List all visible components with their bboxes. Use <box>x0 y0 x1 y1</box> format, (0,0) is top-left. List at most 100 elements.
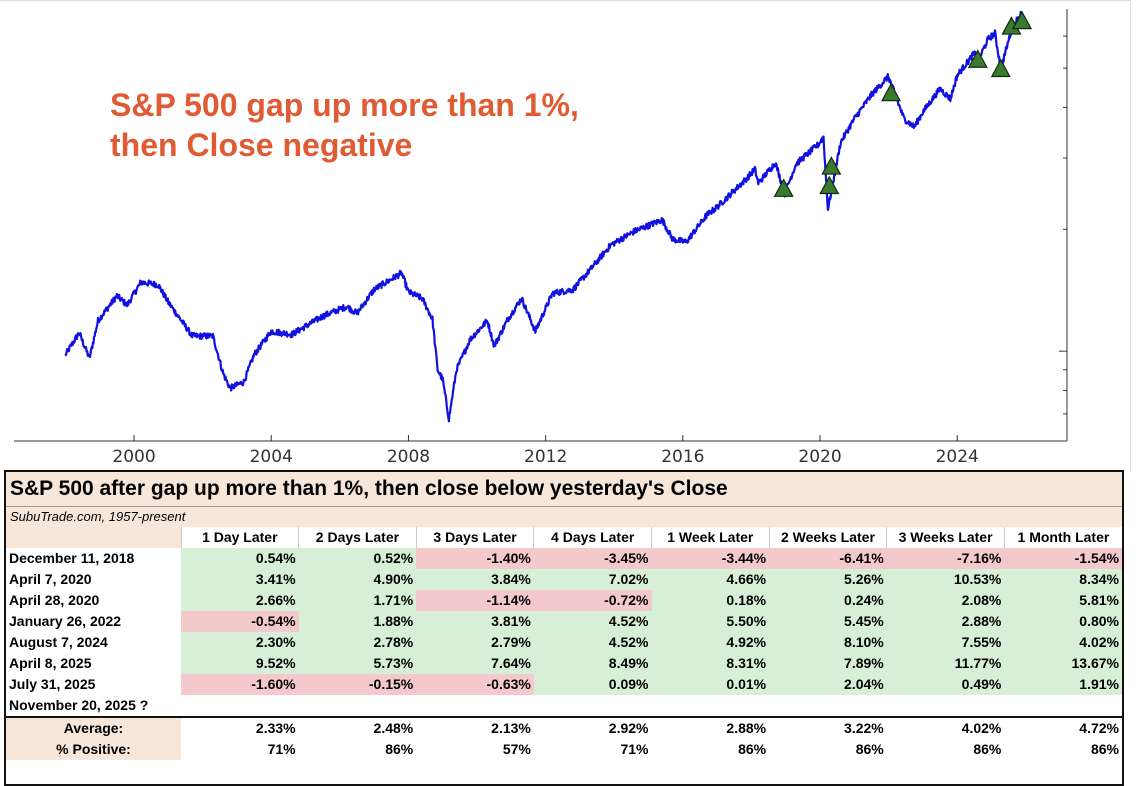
average-row-value: 2.13% <box>416 716 534 739</box>
table-row: August 7, 2024 2.30% 2.78% 2.79% 4.52% 4.92% 8… <box>6 632 1122 653</box>
table-cell: 8.31% <box>651 653 770 674</box>
table-cell: 1.71% <box>298 590 417 611</box>
table-cell: 8.10% <box>769 632 887 653</box>
x-tick-label: 2000 <box>112 447 155 467</box>
table-cell: -7.16% <box>886 548 1005 569</box>
table-cell: -1.14% <box>416 590 534 611</box>
table-cell <box>1004 695 1122 717</box>
average-row-value: 2.92% <box>533 716 652 739</box>
table-source: SubuTrade.com, 1957-present <box>6 507 1122 527</box>
table-cell: 1.91% <box>1004 674 1122 695</box>
positive-row-value: 57% <box>416 739 534 760</box>
row-date: January 26, 2022 <box>6 611 181 632</box>
table-cell: 13.67% <box>1004 653 1122 674</box>
column-header: 1 Month Later <box>1003 527 1122 548</box>
table-cell: 7.89% <box>769 653 887 674</box>
gap-event-marker <box>821 156 842 175</box>
x-tick-label: 2016 <box>661 447 704 467</box>
table-cell <box>298 695 417 717</box>
average-row-label: Average: <box>6 716 181 739</box>
table-cell: -0.15% <box>298 674 417 695</box>
table-cell: 0.01% <box>651 674 770 695</box>
row-date: April 28, 2020 <box>6 590 181 611</box>
table-cell: 7.02% <box>533 569 652 590</box>
sp500-price-line <box>64 10 1026 423</box>
table-cell: -0.54% <box>181 611 299 632</box>
table-cell: -1.54% <box>1004 548 1122 569</box>
table-row: April 28, 2020 2.66% 1.71% -1.14% -0.72% 0.18… <box>6 590 1122 611</box>
table-cell: 11.77% <box>886 653 1005 674</box>
column-header: 3 Weeks Later <box>886 527 1005 548</box>
x-tick-label: 2020 <box>798 447 841 467</box>
table-cell: 7.55% <box>886 632 1005 653</box>
table-cell: -3.44% <box>651 548 770 569</box>
table-cell: 5.26% <box>769 569 887 590</box>
table-row: November 20, 2025 ? <box>6 695 1122 717</box>
table-cell: 5.45% <box>769 611 887 632</box>
table-row: April 7, 2020 3.41% 4.90% 3.84% 7.02% 4.66% 5.… <box>6 569 1122 590</box>
positive-row-value: 86% <box>1004 739 1122 760</box>
x-tick-label: 2004 <box>250 447 293 467</box>
table-cell: -0.63% <box>416 674 534 695</box>
row-date: April 8, 2025 <box>6 653 181 674</box>
table-cell: 3.81% <box>416 611 534 632</box>
table-cell: -3.45% <box>533 548 652 569</box>
table-header-row: 1 Day Later 2 Days Later 3 Days Later 4 Day… <box>6 527 1122 548</box>
table-cell: -1.60% <box>181 674 299 695</box>
row-date: August 7, 2024 <box>6 632 181 653</box>
average-row-value: 2.33% <box>181 716 299 739</box>
table-cell: 7.64% <box>416 653 534 674</box>
positive-row-value: 86% <box>651 739 770 760</box>
row-date: December 11, 2018 <box>6 548 181 569</box>
table-cell: 2.04% <box>769 674 887 695</box>
price-chart: 2000 2004 2008 2012 2016 2020 2024 <box>14 9 1068 467</box>
chart-panel: 2000 2004 2008 2012 2016 2020 2024 S&P 500 gap… <box>0 0 1131 471</box>
annotation-line-1: S&P 500 gap up more than 1%, <box>110 87 579 123</box>
positive-row-value: 86% <box>769 739 887 760</box>
gap-event-marker <box>819 175 840 195</box>
column-header: 1 Week Later <box>651 527 770 548</box>
table-cell: 8.49% <box>533 653 652 674</box>
table-cell <box>769 695 887 717</box>
table-cell: 5.73% <box>298 653 417 674</box>
positive-row-label: % Positive: <box>6 739 181 760</box>
average-row-value: 3.22% <box>769 716 887 739</box>
header-blank <box>6 527 181 548</box>
table-cell: 8.34% <box>1004 569 1122 590</box>
table-cell: 2.66% <box>181 590 299 611</box>
table-cell: 0.49% <box>886 674 1005 695</box>
row-date: November 20, 2025 ? <box>6 695 181 717</box>
gap-event-marker <box>967 49 988 68</box>
table-title: S&P 500 after gap up more than 1%, then … <box>6 472 1122 507</box>
table-row: July 31, 2025 -1.60% -0.15% -0.63% 0.09% 0.01… <box>6 674 1122 695</box>
average-row-value: 4.02% <box>886 716 1005 739</box>
table-cell: 3.41% <box>181 569 299 590</box>
table-cell: 4.02% <box>1004 632 1122 653</box>
positive-row: % Positive: 71% 86% 57% 71% 86% 86% 86% 86% <box>6 739 1122 760</box>
table-cell <box>181 695 299 717</box>
column-header: 1 Day Later <box>180 527 299 548</box>
table-cell: 2.78% <box>298 632 417 653</box>
row-date: July 31, 2025 <box>6 674 181 695</box>
positive-row-value: 86% <box>886 739 1005 760</box>
average-row: Average: 2.33% 2.48% 2.13% 2.92% 2.88% 3.22% 4.… <box>6 716 1122 739</box>
table-cell: 10.53% <box>886 569 1005 590</box>
table-row: April 8, 2025 9.52% 5.73% 7.64% 8.49% 8.31% 7.… <box>6 653 1122 674</box>
table-cell: 0.52% <box>298 548 417 569</box>
table-cell: 0.80% <box>1004 611 1122 632</box>
column-header: 2 Days Later <box>298 527 417 548</box>
gap-event-marker <box>990 58 1011 78</box>
table-cell: 4.66% <box>651 569 770 590</box>
table-cell: 4.92% <box>651 632 770 653</box>
table-row: December 11, 2018 0.54% 0.52% -1.40% -3.45% -… <box>6 548 1122 569</box>
average-row-value: 2.48% <box>298 716 417 739</box>
column-header: 4 Days Later <box>533 527 652 548</box>
table-cell: 0.09% <box>533 674 652 695</box>
column-header: 3 Days Later <box>415 527 534 548</box>
positive-row-value: 86% <box>298 739 417 760</box>
annotation-line-2: then Close negative <box>110 127 413 163</box>
table-cell: 5.81% <box>1004 590 1122 611</box>
positive-row-value: 71% <box>533 739 652 760</box>
x-tick-label: 2008 <box>387 447 430 467</box>
average-row-value: 2.88% <box>651 716 770 739</box>
